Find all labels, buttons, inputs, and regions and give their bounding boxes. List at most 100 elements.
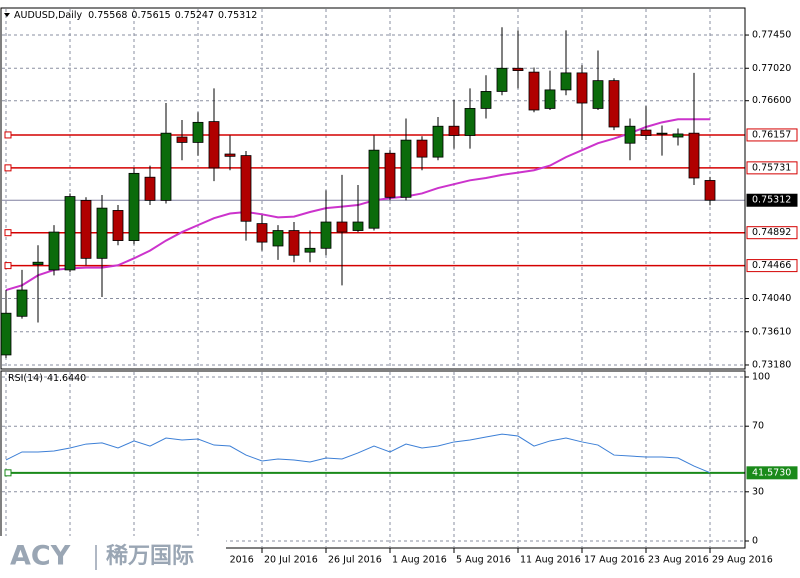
candle-body [272, 230, 284, 247]
watermark-name: 稀万国际 [106, 543, 194, 569]
watermark: ACY 稀万国际 [0, 536, 226, 578]
x-tick-label: 17 Aug 2016 [584, 555, 645, 566]
bid-box [746, 193, 798, 207]
chart-header: AUDUSD,Daily 0.75568 0.75615 0.75247 0.75312 [14, 10, 257, 21]
x-tick-label: 20 Jul 2016 [264, 555, 318, 566]
level-label: 0.76157 [752, 129, 791, 140]
y-tick-label: 70 [752, 421, 764, 432]
candle-body [256, 223, 268, 243]
y-tick-label: 30 [752, 486, 764, 497]
candle-body [544, 89, 556, 109]
rsi-title: RSI(14) [8, 373, 43, 384]
candle-body [192, 121, 204, 143]
rsi-line [5, 433, 711, 474]
open: 0.75568 [88, 10, 127, 21]
watermark-brand: ACY [10, 541, 71, 572]
level-label: 0.74892 [752, 227, 791, 238]
candle-body [624, 125, 636, 144]
watermark-bg [0, 536, 226, 578]
candle-body [384, 152, 396, 198]
main-panel-frame [0, 7, 746, 370]
level-anchor [4, 131, 12, 139]
menu-arrow [4, 13, 10, 17]
candle-body [320, 221, 332, 249]
level-box [746, 259, 798, 273]
candle-body [480, 91, 492, 109]
candle-body [416, 139, 428, 158]
candle-body [368, 149, 380, 229]
level-box [746, 128, 798, 142]
candle-body [64, 196, 76, 271]
y-tick-label: 0.77450 [752, 30, 791, 41]
candle-body [560, 72, 572, 91]
x-tick-label: 23 Aug 2016 [648, 555, 709, 566]
candle-body [304, 247, 316, 253]
candle-body [464, 108, 476, 136]
x-tick-label: 5 Aug 2016 [456, 555, 511, 566]
candle-body [32, 261, 44, 265]
y-tick-label: 0.73610 [752, 326, 791, 337]
candle-body [528, 71, 540, 111]
x-tick-label: 11 Aug 2016 [520, 555, 581, 566]
candle-body [608, 80, 620, 128]
candle-body [448, 125, 460, 136]
candle-body [400, 139, 412, 198]
candle-body [112, 210, 124, 241]
level-label: 0.75731 [752, 162, 791, 173]
level-anchor [4, 262, 12, 270]
y-tick-label: 100 [752, 372, 770, 383]
rsi-level-box [746, 466, 798, 480]
level-box [746, 226, 798, 240]
candle-body [704, 180, 716, 201]
candle-body [656, 132, 668, 135]
candle-body [224, 153, 236, 157]
candle-body [48, 231, 60, 271]
candle-body [336, 221, 348, 233]
level-box [746, 161, 798, 175]
candle-body [288, 230, 300, 256]
candle-body [672, 133, 684, 138]
rsi-panel-frame [0, 370, 746, 549]
y-tick-label: 0.74040 [752, 293, 791, 304]
candle-body [576, 72, 588, 104]
level-anchor [4, 164, 12, 172]
candle-body [80, 199, 92, 259]
candle-body [176, 136, 188, 143]
candle-body [688, 132, 700, 179]
y-tick-label: 0.73180 [752, 359, 791, 370]
y-tick-label: 0.76600 [752, 95, 791, 106]
candle-body [0, 312, 12, 356]
y-tick-label: 0.77020 [752, 63, 791, 74]
rsi-current: 41.6440 [47, 373, 86, 384]
candle-body [144, 176, 156, 201]
level-anchor [4, 469, 12, 477]
x-tick-label: 29 Aug 2016 [712, 555, 773, 566]
candle-body [96, 207, 108, 259]
candle-body [16, 289, 28, 317]
level-anchor [4, 229, 12, 237]
x-tick-label: 14 Jul 2016 [200, 555, 254, 566]
symbol: AUDUSD,Daily [14, 10, 83, 21]
candle-body [496, 67, 508, 92]
high: 0.75615 [131, 10, 170, 21]
candle-body [640, 129, 652, 136]
candle-body [128, 172, 140, 241]
candle-body [160, 132, 172, 201]
rsi-level-label: 41.5730 [752, 467, 791, 478]
close: 0.75312 [218, 10, 257, 21]
bid-label: 0.75312 [752, 195, 791, 206]
candle-body [208, 121, 220, 169]
level-label: 0.74466 [752, 260, 791, 271]
candle-body [432, 125, 444, 158]
candle-body [240, 155, 252, 222]
x-tick-label: 26 Jul 2016 [328, 555, 382, 566]
x-tick-label: 1 Aug 2016 [392, 555, 447, 566]
candle-body [592, 80, 604, 109]
candle-body [512, 67, 524, 71]
y-tick-label: 0 [752, 536, 758, 547]
candle-body [352, 221, 364, 231]
rsi-header: RSI(14) 41.6440 [8, 373, 86, 384]
low: 0.75247 [175, 10, 214, 21]
